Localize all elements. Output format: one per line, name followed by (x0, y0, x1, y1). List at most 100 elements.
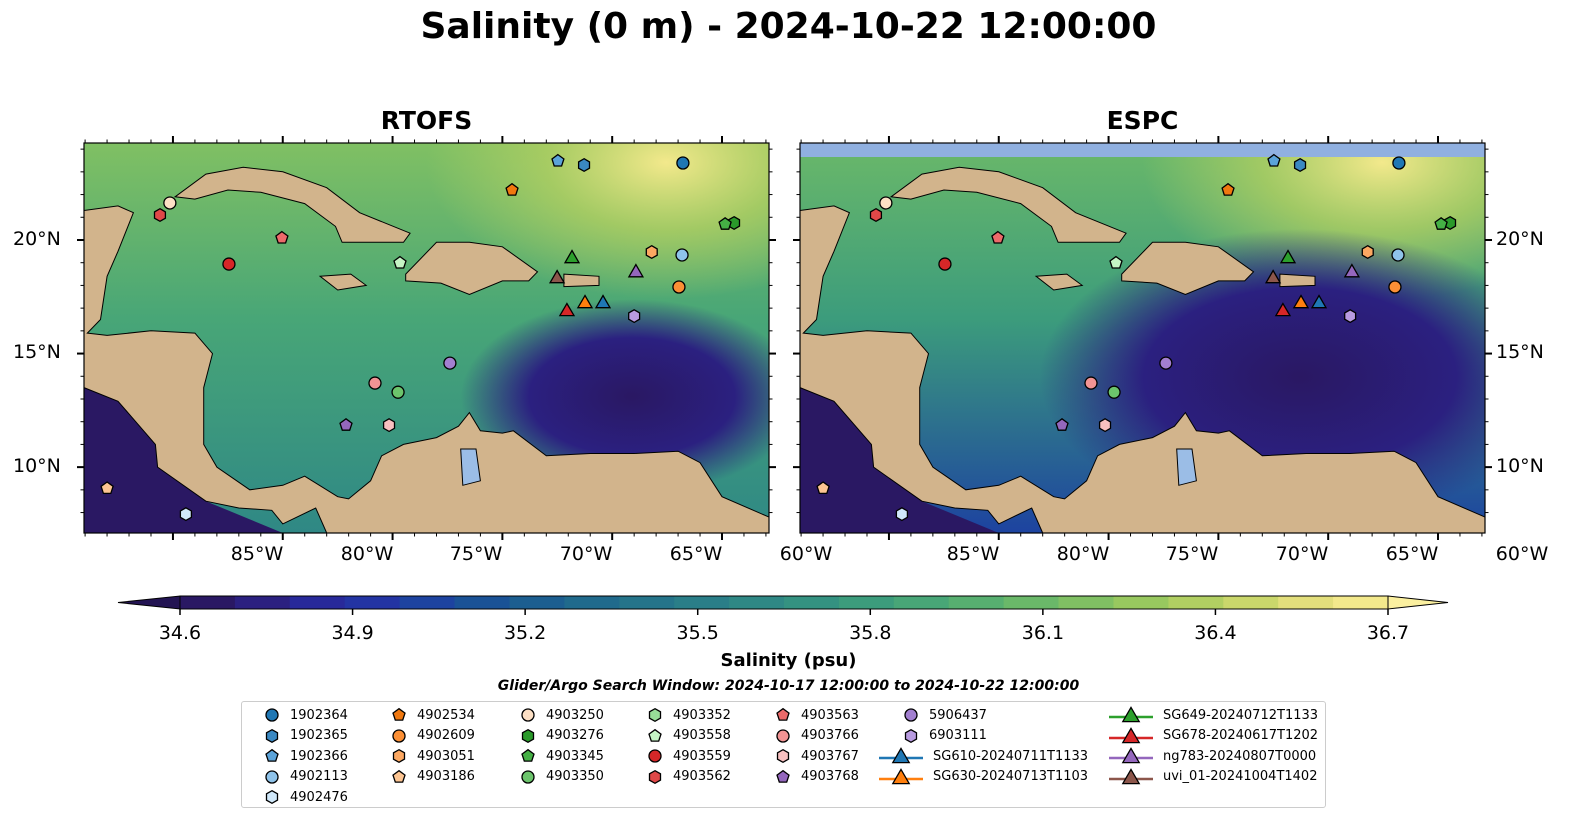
legend-label: 4903345 (546, 748, 604, 764)
colorbar-tick-label: 36.7 (1366, 622, 1410, 644)
marker-4903562 (869, 207, 883, 223)
colorbar-bin (729, 596, 785, 609)
land-hispaniola (405, 241, 539, 296)
legend-item: 4903766 (773, 727, 859, 745)
legend-label: SG678-20240617T1202 (1163, 728, 1319, 743)
legend-label: SG649-20240712T1133 (1163, 707, 1319, 723)
lat-tick-label: 10°N (13, 455, 61, 477)
legend-item: 4903767 (773, 747, 859, 765)
colorbar (117, 595, 1449, 615)
legend-label: 4903558 (673, 728, 731, 743)
legend-item: 4903559 (645, 747, 731, 765)
land-jamaica (318, 273, 368, 291)
legend-label: 4903186 (417, 769, 475, 784)
marker-1902365 (1293, 157, 1307, 173)
colorbar-bin (1333, 596, 1389, 609)
legend-pentagon-icon (265, 748, 279, 762)
legend-item: 4903563 (773, 706, 859, 724)
marker-4902476 (895, 507, 909, 522)
colorbar-bin (454, 596, 510, 609)
legend-label: 6903111 (929, 728, 987, 743)
marker-4902609 (1388, 280, 1402, 294)
marker-4903051 (1361, 244, 1374, 260)
legend-label: uvi_01-20241004T1402 (1163, 769, 1318, 784)
legend-item: 1902365 (262, 727, 348, 745)
legend-triangle-icon (1109, 767, 1153, 784)
marker-6903111 (1344, 309, 1357, 324)
legend-item: SG610-20240711T1133 (877, 747, 1088, 765)
marker-uvi_01-20241004T1402 (1264, 269, 1282, 284)
marker-4903350 (1107, 385, 1121, 399)
marker-4903350 (391, 385, 405, 399)
colorbar-bin (234, 596, 291, 609)
lat-tick-label: 15°N (1496, 341, 1544, 363)
marker-4903768 (1055, 417, 1069, 431)
legend-pentagon-icon (392, 707, 406, 721)
lon-tick-label: 70°W (559, 543, 613, 565)
legend-label: 4903250 (546, 707, 604, 723)
legend-label: 4903276 (546, 728, 604, 743)
colorbar-extend-high (1387, 595, 1449, 610)
colorbar-tick-label: 36.4 (1194, 622, 1237, 644)
colorbar-label: Salinity (psu) (720, 650, 857, 671)
legend-triangle-icon (879, 747, 923, 764)
marker-SG678-20240617T1202 (558, 302, 576, 317)
legend-circle-icon (265, 708, 279, 722)
marker-4902113 (1391, 248, 1405, 262)
legend-triangle-icon (1109, 747, 1153, 764)
lon-tick-label: 60°W (779, 543, 833, 565)
legend-item: 4903558 (645, 727, 731, 745)
legend-hexagon-icon (521, 728, 535, 743)
marker-4902534 (1221, 182, 1235, 196)
marker-SG610-20240711T1133 (594, 294, 612, 309)
marker-1902366 (551, 153, 565, 167)
marker-4902609 (672, 280, 686, 294)
lake-maracaibo (1176, 448, 1197, 486)
legend-label: 4903562 (673, 769, 731, 784)
legend-label: 4902113 (290, 769, 348, 784)
land-mainland (799, 205, 1486, 534)
legend-pentagon-icon (776, 769, 790, 783)
legend-hexagon-icon (392, 748, 406, 764)
marker-ng783-20240807T0000 (627, 263, 645, 278)
legend-item: SG649-20240712T1133 (1107, 706, 1318, 724)
marker-4903345 (1434, 217, 1448, 230)
marker-4903186 (100, 481, 114, 495)
legend-item: 4902609 (389, 727, 475, 745)
marker-4903559 (938, 257, 952, 271)
marker-SG678-20240617T1202 (1274, 302, 1292, 317)
legend-label: ng783-20240807T0000 (1163, 748, 1317, 764)
colorbar-bin (948, 596, 1005, 609)
lon-tick-label: 85°W (946, 543, 1000, 565)
land-hispaniola (1121, 241, 1255, 296)
legend-item: 4903345 (518, 747, 604, 765)
lon-tick-label: 70°W (1275, 543, 1329, 565)
legend-item: 5906437 (901, 706, 987, 724)
figure-title: Salinity (0 m) - 2024-10-22 12:00:00 (420, 6, 1157, 47)
legend-item: 4903276 (518, 727, 604, 745)
legend-circle-icon (776, 728, 790, 743)
colorbar-bin (180, 596, 236, 609)
legend-label: 4902476 (290, 789, 348, 805)
marker-4903558 (1109, 255, 1123, 269)
legend-item: ng783-20240807T0000 (1107, 747, 1316, 765)
marker-SG630-20240713T1103 (1292, 294, 1310, 309)
colorbar-bin (784, 596, 840, 609)
legend-circle-icon (265, 769, 279, 784)
colorbar-bin (1168, 596, 1224, 609)
land-cuba (173, 166, 411, 243)
legend-item: 4902534 (389, 706, 475, 724)
marker-1902366 (1267, 153, 1281, 167)
colorbar-tick-label: 36.1 (1021, 622, 1065, 644)
colorbar-tick-label: 35.5 (676, 622, 719, 644)
legend-item: 4903051 (389, 747, 475, 765)
marker-5906437 (1159, 356, 1173, 370)
legend-pentagon-icon (521, 748, 535, 762)
pacific-ocean (800, 376, 999, 533)
marker-4902534 (505, 182, 519, 196)
legend-label: 5906437 (929, 707, 987, 723)
land-cuba (889, 166, 1127, 243)
legend-pentagon-icon (648, 728, 662, 742)
marker-4903767 (382, 418, 396, 433)
legend-label: 4903767 (801, 748, 859, 764)
